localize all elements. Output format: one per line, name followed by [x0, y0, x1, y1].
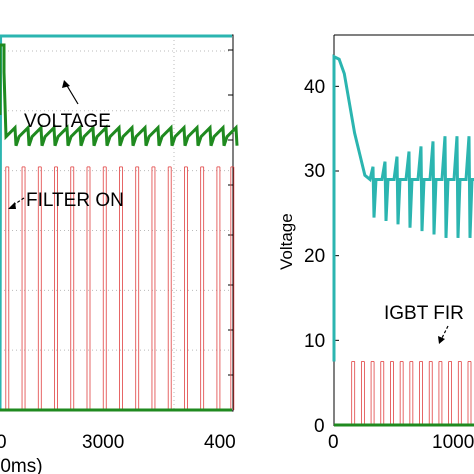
- left-igbt-pulses: [5, 166, 235, 410]
- left-grid: [0, 36, 232, 410]
- right-panel: IGBT FIR 0 10 20 30 40 0 1000 Voltage: [277, 34, 474, 453]
- right-y-axis-label: Voltage: [277, 213, 296, 270]
- igbt-arrow: [440, 325, 449, 341]
- left-panel: VOLTAGE FILTER ON 0 3000 400 (0ms): [0, 34, 239, 474]
- right-voltage-series: [332, 54, 474, 362]
- voltage-arrowhead: [62, 80, 70, 88]
- annotation-voltage: VOLTAGE: [24, 111, 111, 132]
- left-x-tick-label-3000: 3000: [82, 432, 124, 453]
- left-x-axis-label: (0ms): [0, 456, 43, 474]
- annotation-igbt-fir: IGBT FIR: [384, 303, 464, 324]
- right-x-tick-label-1000: 1000: [432, 432, 474, 453]
- igbt-arrowhead: [438, 336, 445, 344]
- left-plot-frame: [0, 34, 234, 412]
- right-x-tick-label-0: 0: [328, 432, 339, 453]
- left-voltage-series: [0, 43, 239, 147]
- left-filter-series: [0, 34, 232, 411]
- annotation-filter-on: FILTER ON: [26, 190, 124, 211]
- right-y-tick-label-40: 40: [304, 77, 325, 98]
- voltage-arrow: [65, 83, 79, 105]
- right-y-tick-label-0: 0: [314, 416, 325, 437]
- right-y-tick-label-20: 20: [304, 246, 325, 267]
- right-y-tick-label-10: 10: [304, 331, 325, 352]
- filter-arrowhead: [8, 202, 16, 209]
- right-y-tick-label-30: 30: [304, 161, 325, 182]
- right-igbt-pulses: [351, 361, 472, 425]
- left-x-tick-label-400: 400: [204, 432, 236, 453]
- left-x-tick-label-0: 0: [0, 432, 7, 453]
